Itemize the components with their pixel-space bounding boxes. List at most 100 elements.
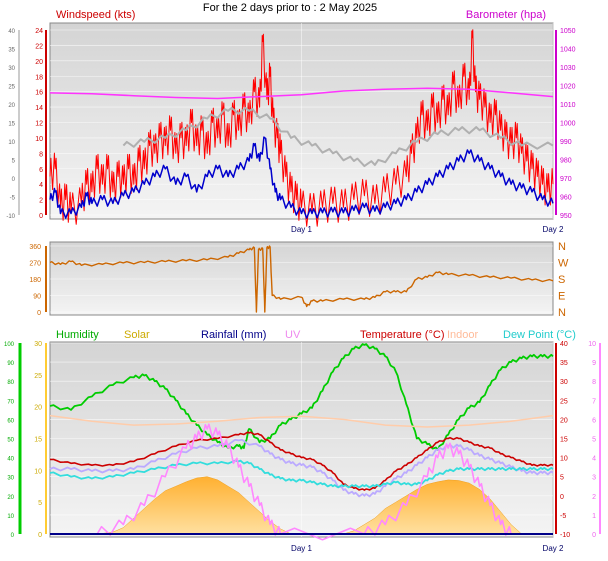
temperature-tick-label: 40 [560, 341, 568, 348]
barometer-tick-label: 1040 [560, 47, 576, 54]
barometer-tick-label: 970 [560, 176, 572, 183]
wind-axis-title: Windspeed (kts) [56, 9, 135, 21]
wind-tick-label: 14 [35, 105, 43, 112]
humidity-tick-label: 50 [7, 438, 14, 444]
compass-label: E [558, 291, 565, 303]
wind-tick-label: 8 [39, 151, 43, 158]
uv-tick-label: 5 [592, 437, 596, 444]
wind-direction-line [49, 245, 554, 313]
temperature-tick-label: 25 [560, 398, 568, 405]
indoor-temperature-line [49, 414, 554, 428]
humidity-tick-label: 60 [7, 418, 14, 424]
barometer-tick-label: 990 [560, 139, 572, 146]
direction-tick-label: 360 [29, 244, 41, 251]
direction-tick-label: 270 [29, 261, 41, 268]
uv-tick-label: 2 [592, 494, 596, 501]
uv-tick-label: 4 [592, 456, 596, 463]
uv-tick-label: 7 [592, 398, 596, 405]
day-tick-label: Day 2 [543, 544, 564, 553]
solar-tick-label: 5 [38, 500, 42, 507]
compass-label: W [558, 258, 569, 270]
uv-tick-label: 10 [588, 341, 596, 348]
compass-label: N [558, 307, 566, 319]
humidity-tick-label: 30 [7, 476, 14, 482]
wind-tick-label: 12 [35, 121, 43, 128]
barometer-axis-title: Barometer (hpa) [466, 9, 546, 21]
temp-scale-tick-label: 35 [8, 48, 15, 54]
barometer-tick-label: 1050 [560, 28, 576, 35]
humidity-tick-label: 100 [4, 342, 15, 348]
legend-humidity: Humidity [56, 329, 99, 341]
solar-tick-label: 15 [34, 437, 42, 444]
humidity-tick-label: 80 [7, 380, 14, 386]
barometer-tick-label: 1030 [560, 65, 576, 72]
temp-scale-tick-label: -10 [6, 214, 15, 220]
grey-trace [122, 106, 554, 168]
uv-tick-label: 3 [592, 475, 596, 482]
legend-solar: Solar [124, 329, 150, 341]
solar-tick-label: 10 [34, 468, 42, 475]
legend-rainfall: Rainfall (mm) [201, 329, 266, 341]
humidity-tick-label: 10 [7, 514, 14, 520]
compass-label: N [558, 241, 566, 253]
uv-tick-label: 1 [592, 513, 596, 520]
barometer-tick-label: 1010 [560, 102, 576, 109]
temperature-tick-label: 0 [560, 494, 564, 501]
legend-dewpoint: Dew Point (°C) [503, 329, 576, 341]
uv-tick-label: 6 [592, 417, 596, 424]
barometer-tick-label: 950 [560, 213, 572, 220]
solar-tick-label: 30 [34, 341, 42, 348]
barometer-tick-label: 1020 [560, 84, 576, 91]
humidity-line [49, 343, 554, 451]
temp-scale-tick-label: 30 [8, 66, 15, 72]
temperature-tick-label: 30 [560, 379, 568, 386]
wind-tick-label: 20 [35, 59, 43, 66]
temperature-tick-label: 20 [560, 417, 568, 424]
humidity-tick-label: 40 [7, 457, 14, 463]
wind-tick-label: 24 [35, 28, 43, 35]
day-tick-label: Day 1 [291, 544, 312, 553]
wind-tick-label: 2 [39, 198, 43, 205]
page-title: For the 2 days prior to : 2 May 2025 [203, 2, 377, 14]
uv-tick-label: 0 [592, 532, 596, 539]
temp-scale-tick-label: 25 [8, 85, 15, 91]
direction-tick-label: 90 [33, 294, 41, 301]
wind-tick-label: 16 [35, 90, 43, 97]
humidity-tick-label: 0 [11, 533, 15, 539]
uv-tick-label: 8 [592, 379, 596, 386]
gust-line [49, 29, 554, 227]
direction-panel [49, 241, 554, 316]
day-tick-label: Day 1 [291, 225, 312, 234]
humidity-tick-label: 20 [7, 495, 14, 501]
wind-tick-label: 0 [39, 213, 43, 220]
dewpoint-line [49, 459, 554, 489]
compass-label: S [558, 274, 565, 286]
temp-scale-tick-label: -5 [10, 196, 16, 202]
temp-scale-tick-label: 20 [8, 103, 15, 109]
temp-scale-tick-label: 40 [8, 29, 15, 35]
temp-scale-tick-label: 5 [12, 159, 16, 165]
solar-tick-label: 25 [34, 373, 42, 380]
barometer-tick-label: 980 [560, 158, 572, 165]
avg-wind-line [49, 136, 554, 219]
humidity-tick-label: 90 [7, 361, 14, 367]
solar-tick-label: 20 [34, 405, 42, 412]
temperature-tick-label: -5 [560, 513, 566, 520]
wind-tick-label: 10 [35, 136, 43, 143]
legend-temperature: Temperature (°C) [360, 329, 444, 341]
barometer-tick-label: 1000 [560, 121, 576, 128]
legend-indoor: Indoor [447, 329, 479, 341]
wind-tick-label: 18 [35, 74, 43, 81]
barometer-line [49, 87, 554, 100]
temp-scale-tick-label: 0 [12, 177, 16, 183]
temperature-tick-label: 5 [560, 475, 564, 482]
day-tick-label: Day 2 [543, 225, 564, 234]
temp-scale-tick-label: 10 [8, 140, 15, 146]
temp-scale-tick-label: 15 [8, 122, 15, 128]
temperature-tick-label: 35 [560, 360, 568, 367]
temperature-tick-label: 10 [560, 456, 568, 463]
solar-tick-label: 0 [38, 532, 42, 539]
legend-uv: UV [285, 329, 301, 341]
direction-tick-label: 180 [29, 277, 41, 284]
